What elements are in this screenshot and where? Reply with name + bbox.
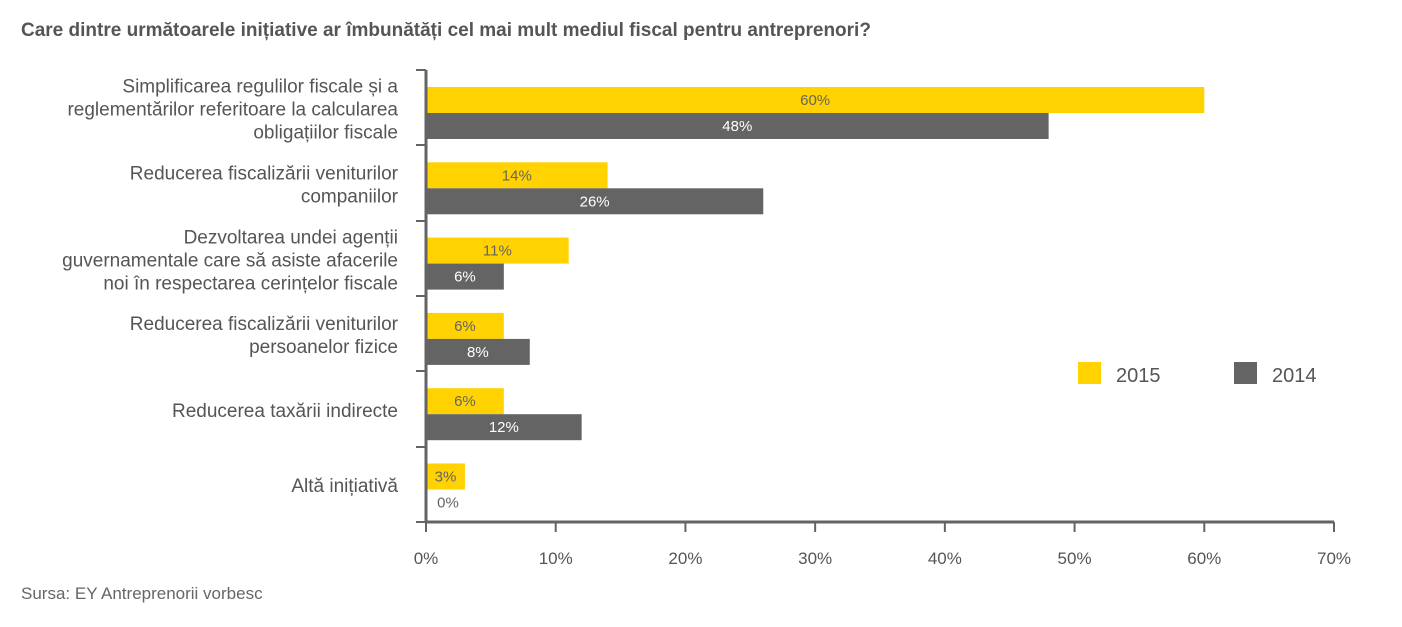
bar-2015-4 — [426, 388, 504, 415]
category-label: Reducerea fiscalizării veniturilor — [130, 163, 399, 184]
x-tick-label: 50% — [1058, 549, 1092, 568]
x-tick-label: 30% — [798, 549, 832, 568]
legend-swatch-2015 — [1078, 362, 1101, 384]
category-label: Dezvoltarea undei agenții — [184, 227, 398, 248]
chart-title: Care dintre următoarele inițiative ar îm… — [21, 20, 871, 41]
bar-2015-5 — [426, 463, 465, 490]
category-label: guvernamentale care să asiste afacerile — [62, 250, 398, 271]
data-label-2015-0: 60% — [800, 92, 830, 109]
chart-source: Sursa: EY Antreprenorii vorbesc — [21, 584, 263, 603]
data-label-2014-4: 12% — [489, 419, 519, 436]
data-label-2015-2: 11% — [483, 243, 512, 260]
category-label: Reducerea taxării indirecte — [172, 401, 398, 422]
data-label-2015-1: 14% — [502, 167, 532, 184]
bar-2014-2 — [426, 263, 504, 290]
category-label: Simplificarea regulilor fiscale și a — [122, 77, 398, 98]
bar-2014-4 — [426, 414, 582, 441]
bar-2015-1 — [426, 162, 608, 189]
data-label-2015-3: 6% — [454, 318, 476, 335]
category-label: persoanelor fizice — [249, 337, 398, 358]
category-label: Reducerea fiscalizării veniturilor — [130, 314, 399, 335]
x-tick-label: 20% — [668, 549, 702, 568]
category-label: noi în respectarea cerințelor fiscale — [103, 273, 398, 294]
category-label: companiilor — [301, 186, 399, 207]
data-label-2014-1: 26% — [580, 193, 610, 210]
x-tick-label: 10% — [539, 549, 573, 568]
category-label: Altă inițiativă — [291, 476, 398, 497]
data-label-2014-3: 8% — [467, 344, 489, 361]
x-tick-label: 70% — [1317, 549, 1351, 568]
category-label: obligațiilor fiscale — [253, 123, 398, 144]
data-label-2014-5: 0% — [437, 495, 459, 512]
x-tick-label: 40% — [928, 549, 962, 568]
bar-2014-1 — [426, 188, 764, 215]
bar-2015-3 — [426, 312, 504, 339]
data-label-2015-4: 6% — [454, 393, 476, 410]
category-label: reglementărilor referitoare la calculare… — [67, 100, 398, 121]
data-label-2014-2: 6% — [454, 269, 476, 286]
data-label-2014-0: 48% — [722, 118, 752, 135]
legend-label-2014: 2014 — [1272, 365, 1317, 387]
bar-2014-3 — [426, 338, 530, 365]
x-tick-label: 0% — [414, 549, 439, 568]
legend-label-2015: 2015 — [1116, 365, 1161, 387]
legend-swatch-2014 — [1234, 362, 1257, 384]
bar-2014-0 — [426, 113, 1049, 139]
bar-2015-0 — [426, 87, 1205, 113]
x-tick-label: 60% — [1187, 549, 1221, 568]
bar-2015-2 — [426, 237, 569, 264]
data-label-2015-5: 3% — [435, 469, 457, 486]
